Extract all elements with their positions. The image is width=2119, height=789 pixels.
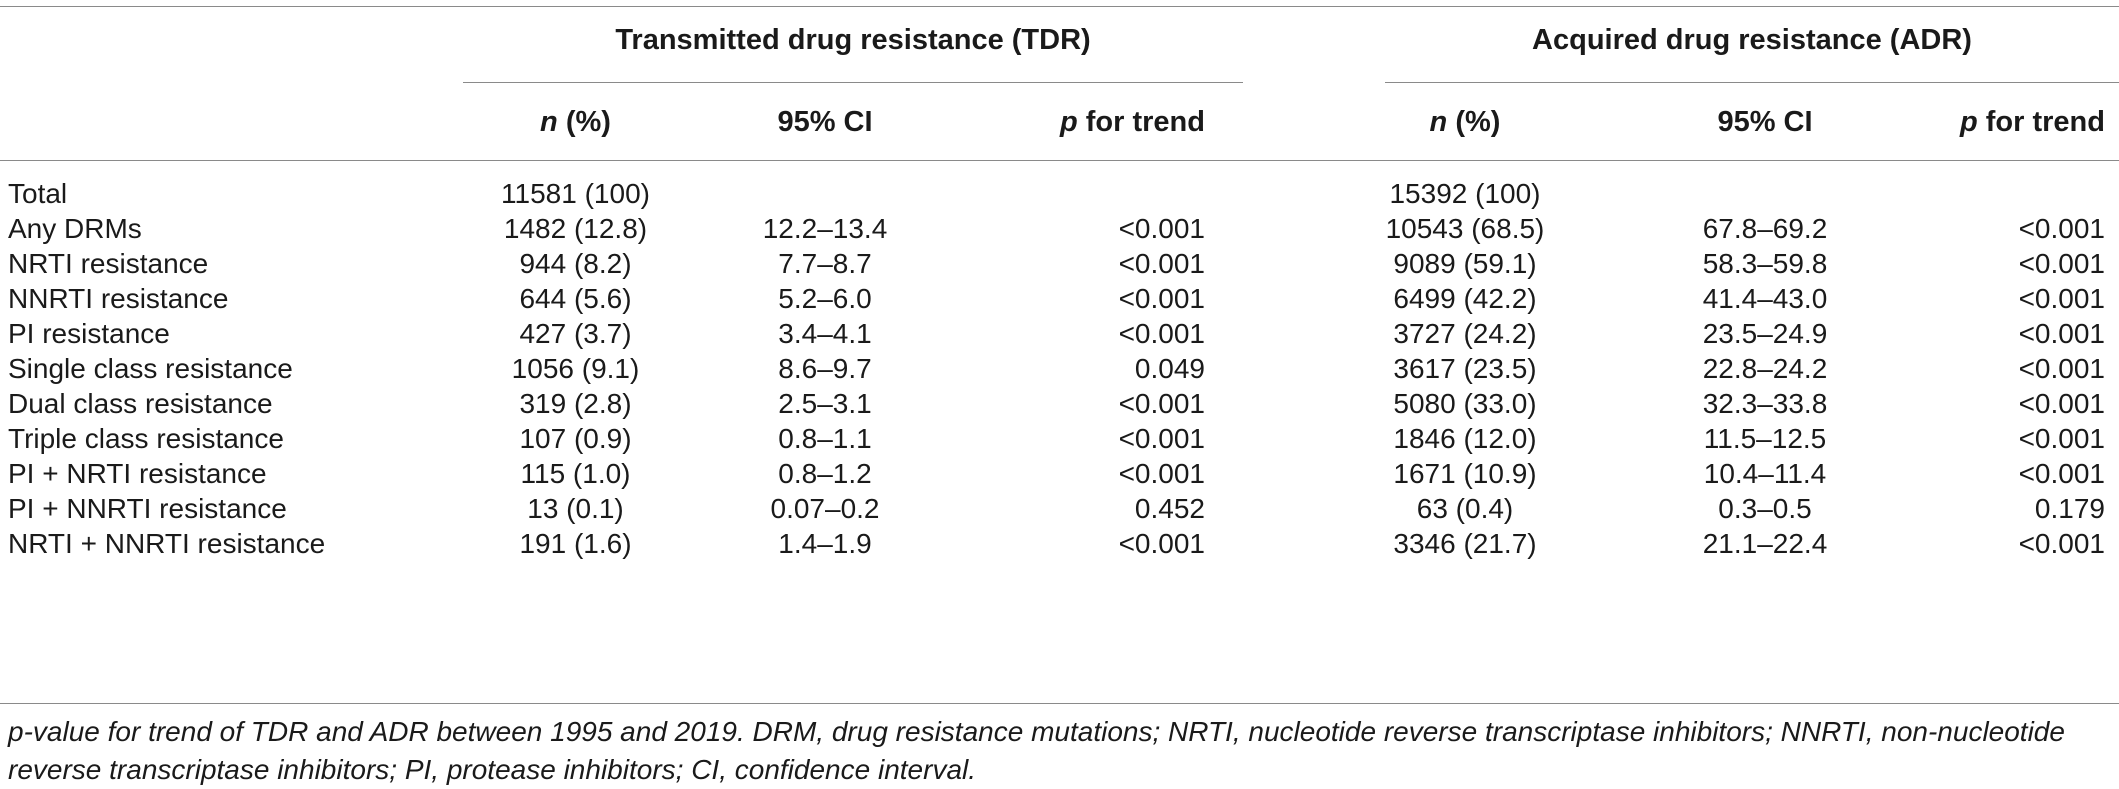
adr-n-cell: 3346 (21.7) xyxy=(1393,528,1537,559)
adr-ci-cell: 0.3–0.5 xyxy=(1718,493,1812,524)
adr-n-cell: 10543 (68.5) xyxy=(1385,213,1545,244)
table-top-rule xyxy=(0,6,2119,7)
tdr-n-cell: 319 (2.8) xyxy=(519,388,632,419)
tdr-n-cell: 13 (0.1) xyxy=(527,493,624,524)
adr-n-cell: 1671 (10.9) xyxy=(1393,458,1537,489)
adr-ci-cell: 21.1–22.4 xyxy=(1702,528,1828,559)
adr-ci-cell: 32.3–33.8 xyxy=(1702,388,1828,419)
adr-ci-cell: 22.8–24.2 xyxy=(1702,353,1828,384)
row-label: PI + NRTI resistance xyxy=(8,458,267,489)
adr-n-cell: 1846 (12.0) xyxy=(1393,423,1537,454)
tdr-ci-cell: 3.4–4.1 xyxy=(778,318,872,349)
adr-p-header: p for trend xyxy=(1960,106,2105,138)
adr-ci-cell: 58.3–59.8 xyxy=(1702,248,1828,279)
adr-p-cell: <0.001 xyxy=(2018,458,2105,489)
tdr-p-cell: <0.001 xyxy=(1118,423,1205,454)
row-label: Single class resistance xyxy=(8,353,293,384)
adr-n-cell: 3617 (23.5) xyxy=(1393,353,1537,384)
tdr-n-cell: 427 (3.7) xyxy=(519,318,632,349)
adr-n-header: n (%) xyxy=(1429,106,1501,138)
tdr-group-rule xyxy=(463,82,1243,83)
tdr-p-cell: <0.001 xyxy=(1118,318,1205,349)
row-label: Any DRMs xyxy=(8,213,142,244)
adr-p-cell: <0.001 xyxy=(2018,318,2105,349)
tdr-n-cell: 944 (8.2) xyxy=(519,248,632,279)
adr-p-cell: 0.179 xyxy=(2034,493,2105,524)
tdr-p-header: p for trend xyxy=(1060,106,1205,138)
adr-group-rule xyxy=(1385,82,2119,83)
tdr-n-header: n (%) xyxy=(540,106,611,138)
adr-ci-cell: 10.4–11.4 xyxy=(1703,458,1827,489)
adr-n-cell: 6499 (42.2) xyxy=(1393,283,1537,314)
tdr-n-cell: 107 (0.9) xyxy=(519,423,632,454)
tdr-ci-cell: 1.4–1.9 xyxy=(778,528,872,559)
tdr-ci-cell: 5.2–6.0 xyxy=(778,283,872,314)
adr-ci-header: 95% CI xyxy=(1717,106,1813,138)
row-label: PI resistance xyxy=(8,318,170,349)
tdr-ci-cell: 7.7–8.7 xyxy=(778,248,872,279)
table-bottom-rule xyxy=(0,703,2119,704)
adr-group-title: Acquired drug resistance (ADR) xyxy=(1532,24,1972,56)
tdr-ci-cell: 0.8–1.2 xyxy=(778,458,872,489)
tdr-ci-header: 95% CI xyxy=(777,106,873,138)
tdr-p-cell: <0.001 xyxy=(1118,283,1205,314)
adr-p-cell: <0.001 xyxy=(2018,213,2105,244)
adr-ci-cell: 23.5–24.9 xyxy=(1702,318,1828,349)
adr-p-cell: <0.001 xyxy=(2018,388,2105,419)
adr-n-cell: 63 (0.4) xyxy=(1416,493,1514,524)
adr-ci-cell: 11.5–12.5 xyxy=(1703,423,1827,454)
table-footnote: p-value for trend of TDR and ADR between… xyxy=(8,716,2065,785)
adr-n-cell: 9089 (59.1) xyxy=(1393,248,1537,279)
tdr-n-cell: 191 (1.6) xyxy=(519,528,632,559)
row-label: NNRTI resistance xyxy=(8,283,229,314)
adr-n-cell: 3727 (24.2) xyxy=(1393,318,1537,349)
row-label: PI + NNRTI resistance xyxy=(8,493,287,524)
row-label: NRTI resistance xyxy=(8,248,209,279)
row-label: Total xyxy=(8,178,68,209)
tdr-ci-cell: 8.6–9.7 xyxy=(778,353,872,384)
tdr-p-cell: <0.001 xyxy=(1118,458,1205,489)
adr-ci-cell: 41.4–43.0 xyxy=(1702,283,1828,314)
tdr-p-cell: <0.001 xyxy=(1118,528,1205,559)
tdr-p-cell: <0.001 xyxy=(1118,213,1205,244)
adr-p-cell: <0.001 xyxy=(2018,423,2105,454)
adr-p-cell: <0.001 xyxy=(2018,283,2105,314)
adr-n-cell: 15392 (100) xyxy=(1389,178,1541,209)
row-label: NRTI + NNRTI resistance xyxy=(8,528,326,559)
adr-p-cell: <0.001 xyxy=(2018,528,2105,559)
tdr-n-cell: 644 (5.6) xyxy=(519,283,632,314)
tdr-p-cell: 0.049 xyxy=(1134,353,1205,384)
tdr-ci-cell: 0.07–0.2 xyxy=(770,493,880,524)
adr-n-cell: 5080 (33.0) xyxy=(1393,388,1537,419)
tdr-n-cell: 1482 (12.8) xyxy=(503,213,648,244)
tdr-n-cell: 11581 (100) xyxy=(501,178,650,209)
tdr-p-cell: <0.001 xyxy=(1118,248,1205,279)
adr-p-cell: <0.001 xyxy=(2018,248,2105,279)
header-bottom-rule xyxy=(0,160,2119,161)
row-label: Triple class resistance xyxy=(8,423,284,454)
tdr-n-cell: 1056 (9.1) xyxy=(511,353,640,384)
tdr-n-cell: 115 (1.0) xyxy=(520,458,631,489)
tdr-p-cell: <0.001 xyxy=(1118,388,1205,419)
tdr-group-title: Transmitted drug resistance (TDR) xyxy=(615,24,1091,56)
tdr-ci-cell: 0.8–1.1 xyxy=(778,423,872,454)
tdr-ci-cell: 12.2–13.4 xyxy=(762,213,888,244)
tdr-ci-cell: 2.5–3.1 xyxy=(778,388,872,419)
adr-p-cell: <0.001 xyxy=(2018,353,2105,384)
row-label: Dual class resistance xyxy=(8,388,273,419)
tdr-p-cell: 0.452 xyxy=(1134,493,1205,524)
adr-ci-cell: 67.8–69.2 xyxy=(1702,213,1828,244)
